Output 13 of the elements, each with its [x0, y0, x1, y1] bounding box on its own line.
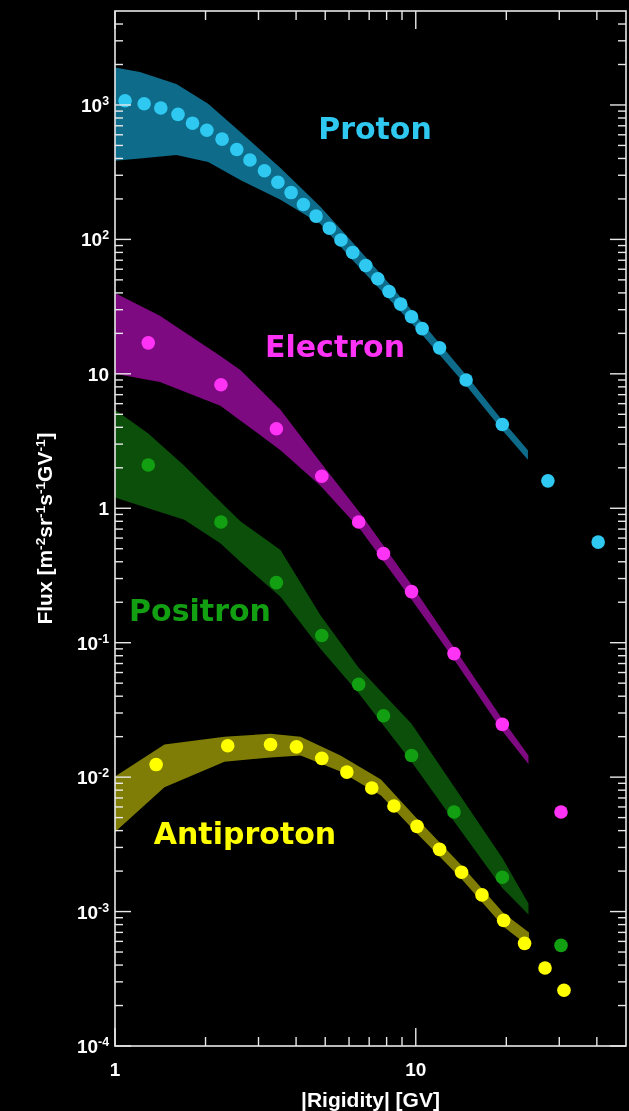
series-label: Electron: [264, 328, 406, 364]
y-tick-label: 10: [87, 363, 109, 385]
series-label: Proton: [318, 110, 432, 146]
y-tick-label: 10$^{3}$: [80, 93, 110, 116]
series-label: Positron: [129, 592, 271, 628]
y-tick-label: 10$^{-1}$: [76, 631, 110, 654]
series-label: Antiproton: [153, 815, 337, 851]
y-tick-label: 10$^{2}$: [80, 228, 110, 251]
x-axis-title: |Rigidity| [GV]: [301, 1088, 440, 1111]
y-tick-label: 10$^{-3}$: [76, 900, 110, 923]
y-tick-label: 10$^{-4}$: [76, 1035, 110, 1057]
y-tick-label: 10$^{-2}$: [76, 766, 110, 789]
y-tick-label: 1: [98, 498, 110, 520]
